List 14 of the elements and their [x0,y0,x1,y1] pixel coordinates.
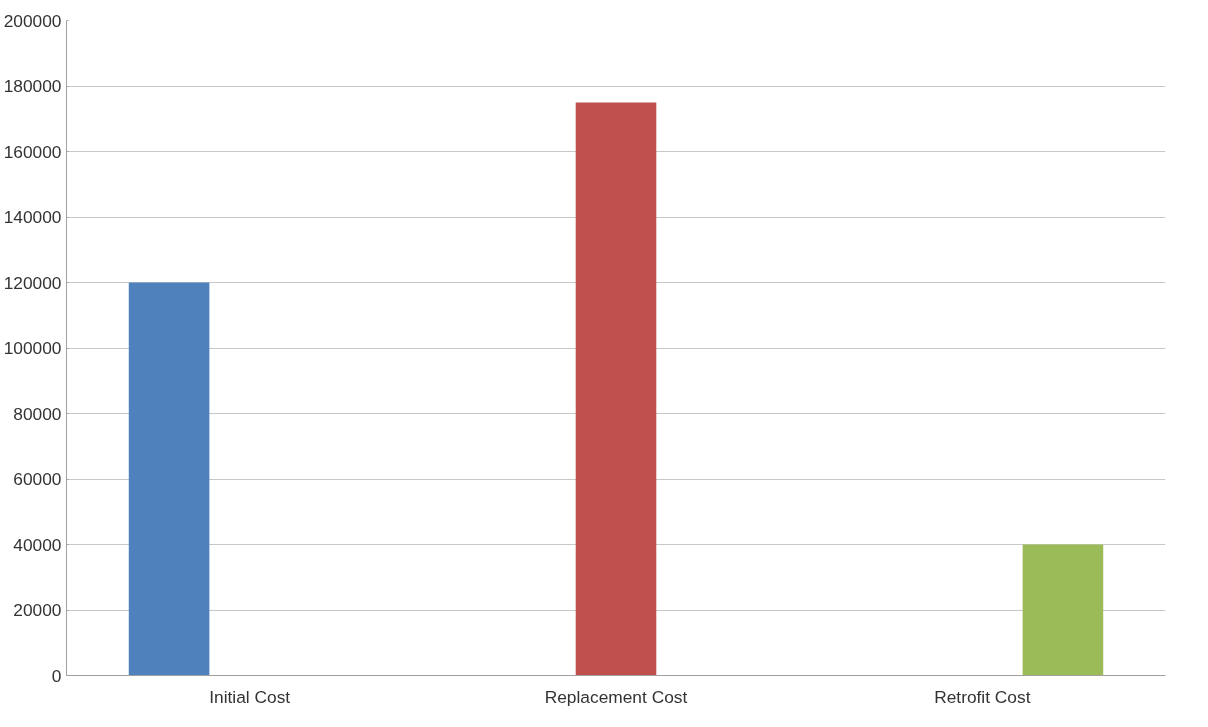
x-tick-label: Initial Cost [209,686,291,707]
y-tick-label: 140000 [3,207,62,227]
y-tick-label: 100000 [3,338,62,358]
y-tick-label: 40000 [13,534,62,555]
y-tick-label: 80000 [13,403,62,424]
y-tick-label: 60000 [13,469,62,489]
y-tick-label: 120000 [3,272,62,293]
y-tick-label: 200000 [3,10,62,31]
x-tick-label: Replacement Cost [544,686,688,707]
y-tick-label: 0 [51,665,62,686]
y-tick-label: 180000 [3,76,62,96]
x-tick-label: Retrofit Cost [934,686,1031,707]
y-tick-label: 20000 [13,600,62,620]
y-tick-label: 160000 [3,141,62,162]
